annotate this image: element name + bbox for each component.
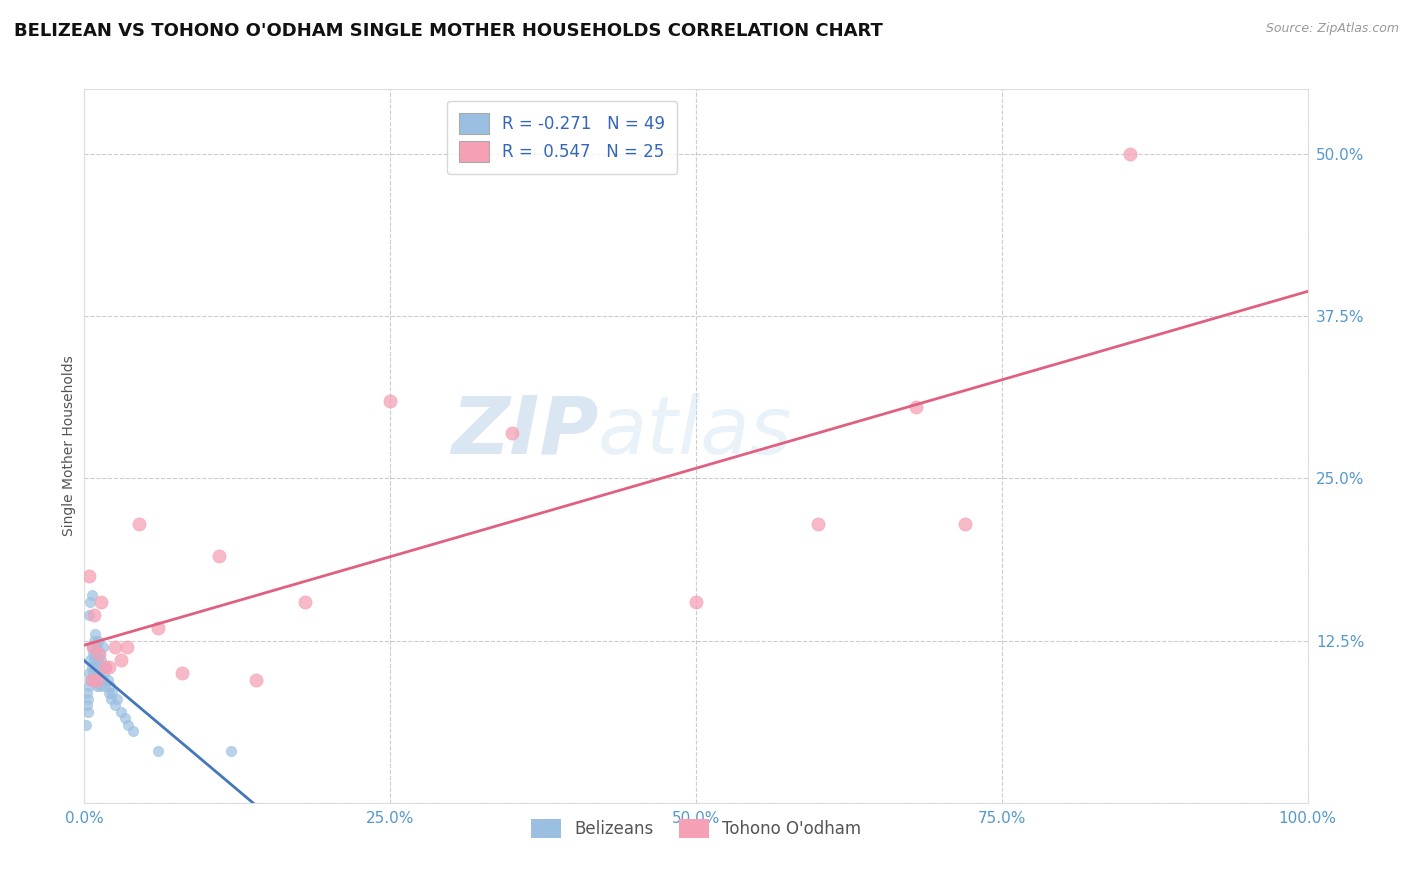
Legend: Belizeans, Tohono O'odham: Belizeans, Tohono O'odham: [524, 812, 868, 845]
Point: [83, 607, 105, 622]
Point: [97, 673, 120, 687]
Point: [90, 595, 112, 609]
Point: [172, 666, 194, 681]
Point: [115, 640, 138, 654]
Point: [110, 653, 132, 667]
Point: [77, 692, 100, 706]
Point: [905, 400, 928, 414]
Point: [1119, 147, 1142, 161]
Point: [146, 621, 169, 635]
Point: [80, 659, 103, 673]
Point: [80, 640, 103, 654]
Point: [86, 679, 108, 693]
Point: [97, 685, 120, 699]
Point: [77, 568, 100, 582]
Point: [90, 653, 112, 667]
Text: atlas: atlas: [598, 392, 793, 471]
Point: [87, 647, 110, 661]
Point: [146, 744, 169, 758]
Point: [84, 627, 107, 641]
Point: [100, 692, 122, 706]
Point: [104, 640, 127, 654]
Point: [87, 633, 110, 648]
Point: [87, 653, 110, 667]
Point: [83, 653, 105, 667]
Point: [83, 673, 105, 687]
Point: [76, 698, 98, 713]
Point: [208, 549, 231, 564]
Point: [98, 679, 121, 693]
Point: [101, 685, 124, 699]
Point: [83, 633, 105, 648]
Point: [80, 588, 103, 602]
Point: [245, 673, 267, 687]
Point: [89, 679, 111, 693]
Point: [80, 673, 103, 687]
Point: [77, 607, 100, 622]
Point: [96, 659, 118, 673]
Point: [93, 666, 115, 681]
Point: [79, 595, 101, 609]
Point: [75, 718, 97, 732]
Point: [86, 659, 108, 673]
Point: [82, 640, 104, 654]
Point: [77, 679, 100, 693]
Point: [97, 659, 120, 673]
Point: [76, 685, 98, 699]
Y-axis label: Single Mother Households: Single Mother Households: [62, 356, 76, 536]
Point: [94, 659, 117, 673]
Point: [82, 666, 104, 681]
Point: [87, 647, 110, 661]
Point: [380, 393, 402, 408]
Text: Source: ZipAtlas.com: Source: ZipAtlas.com: [1265, 22, 1399, 36]
Point: [104, 698, 127, 713]
Point: [294, 595, 316, 609]
Point: [685, 595, 707, 609]
Point: [953, 516, 976, 531]
Point: [128, 516, 150, 531]
Point: [807, 516, 830, 531]
Point: [79, 673, 101, 687]
Point: [84, 647, 107, 661]
Point: [82, 647, 104, 661]
Point: [91, 673, 114, 687]
Point: [77, 666, 100, 681]
Point: [87, 666, 110, 681]
Point: [114, 711, 136, 725]
Point: [117, 718, 139, 732]
Point: [219, 744, 242, 758]
Point: [86, 673, 108, 687]
Point: [122, 724, 145, 739]
Point: [105, 692, 128, 706]
Point: [89, 659, 111, 673]
Point: [86, 640, 108, 654]
Point: [77, 705, 100, 719]
Text: BELIZEAN VS TOHONO O'ODHAM SINGLE MOTHER HOUSEHOLDS CORRELATION CHART: BELIZEAN VS TOHONO O'ODHAM SINGLE MOTHER…: [14, 22, 883, 40]
Point: [502, 425, 524, 440]
Point: [79, 653, 101, 667]
Point: [110, 705, 132, 719]
Point: [94, 679, 117, 693]
Text: ZIP: ZIP: [451, 392, 598, 471]
Point: [91, 640, 114, 654]
